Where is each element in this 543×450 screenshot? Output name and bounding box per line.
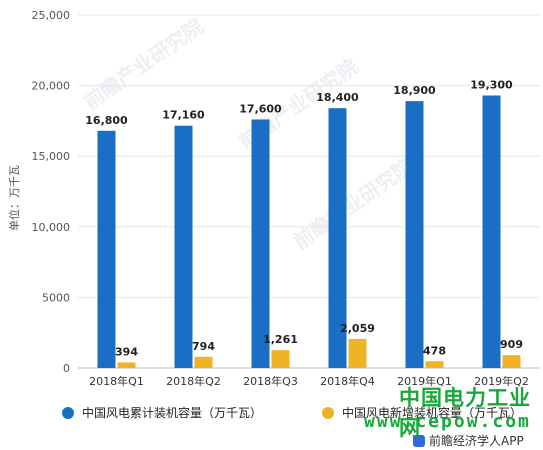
background-watermark-text: 前瞻产业研究院 xyxy=(79,14,207,114)
data-label: 17,600 xyxy=(239,102,282,115)
bar xyxy=(251,119,270,368)
x-tick-label: 2018年Q2 xyxy=(166,374,221,388)
bars: 16,800 394 17,160 794 17,600 1,261 18,400 2,059… xyxy=(85,78,523,368)
bar xyxy=(117,362,136,368)
bar xyxy=(405,101,424,368)
bar xyxy=(328,108,347,368)
data-label: 18,400 xyxy=(316,91,359,104)
bar xyxy=(502,355,521,368)
y-axis: 0 5000 10,000 15,000 20,000 25,000 xyxy=(32,9,71,375)
data-label: 794 xyxy=(192,340,215,353)
data-label: 19,300 xyxy=(470,78,513,91)
x-tick-label: 2018年Q3 xyxy=(243,374,298,388)
data-label: 909 xyxy=(500,338,523,351)
x-tick-label: 2018年Q4 xyxy=(320,374,375,388)
legend-label-cumulative: 中国风电累计装机容量（万千瓦） xyxy=(82,406,263,420)
bar xyxy=(425,361,444,368)
y-tick-label: 20,000 xyxy=(32,80,71,93)
legend-item-new: 中国风电新增装机容量（万千瓦） xyxy=(322,404,522,421)
source-watermark: 前瞻经济学人APP xyxy=(413,432,524,449)
y-tick-label: 10,000 xyxy=(32,221,71,234)
y-axis-label: 单位：万千瓦 xyxy=(7,165,21,231)
y-tick-label: 5000 xyxy=(42,291,70,304)
site-url-watermark: www.cepow.com xyxy=(364,411,531,432)
bar xyxy=(348,338,367,368)
data-label: 18,900 xyxy=(393,84,436,97)
legend: 中国风电累计装机容量（万千瓦） 中国风电新增装机容量（万千瓦） xyxy=(62,404,522,421)
y-tick-label: 0 xyxy=(63,362,70,375)
x-tick-label: 2019年Q2 xyxy=(474,374,529,388)
bar xyxy=(194,356,213,368)
site-name-watermark: 中国电力工业网 xyxy=(399,386,531,440)
x-tick-label: 2019年Q1 xyxy=(397,374,452,388)
legend-marker-new xyxy=(322,406,335,419)
legend-marker-cumulative xyxy=(62,406,74,419)
x-tick-label: 2018年Q1 xyxy=(89,374,144,388)
y-tick-label: 15,000 xyxy=(32,150,71,163)
legend-item-cumulative: 中国风电累计装机容量（万千瓦） xyxy=(62,404,262,421)
bar xyxy=(271,350,290,368)
bar xyxy=(97,130,116,368)
gridlines xyxy=(78,14,540,369)
bar xyxy=(482,95,501,368)
bar xyxy=(174,125,193,368)
data-label: 16,800 xyxy=(85,114,128,127)
data-label: 1,261 xyxy=(263,333,298,346)
data-label: 17,160 xyxy=(162,109,205,122)
background-watermark-text: 前瞻产业研究院 xyxy=(289,154,417,254)
source-label: 前瞻经济学人APP xyxy=(429,434,524,448)
app-logo-icon xyxy=(413,434,425,447)
y-tick-label: 25,000 xyxy=(32,9,71,22)
data-label: 394 xyxy=(115,345,138,358)
data-label: 2,059 xyxy=(340,322,375,335)
data-label: 478 xyxy=(423,344,446,357)
x-axis: 2018年Q1 2018年Q2 2018年Q3 2018年Q4 2019年Q1 2019年… xyxy=(89,374,529,388)
legend-label-new: 中国风电新增装机容量（万千瓦） xyxy=(342,406,523,420)
